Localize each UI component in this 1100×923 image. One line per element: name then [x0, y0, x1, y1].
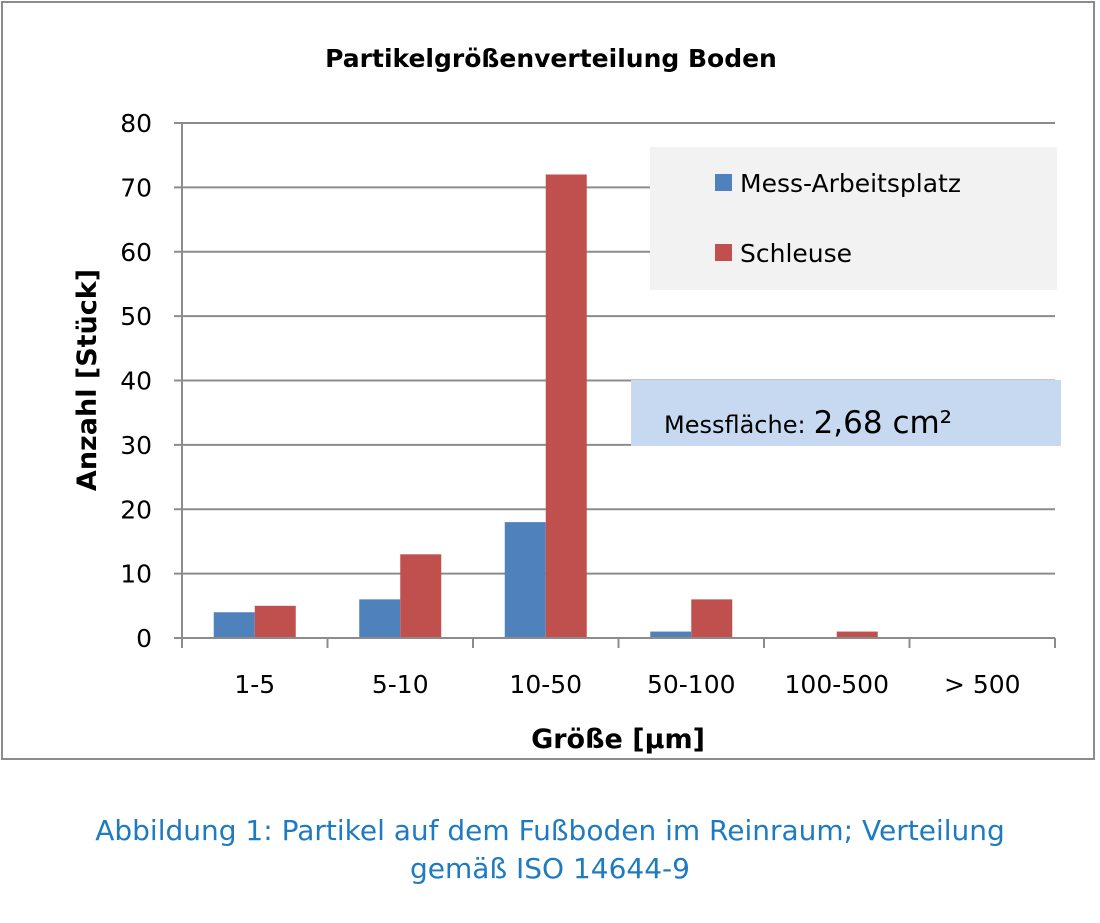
caption-line-1: Abbildung 1: Partikel auf dem Fußboden i… [95, 814, 1005, 847]
x-tick-label: 10-50 [509, 670, 582, 699]
y-tick-label: 40 [120, 367, 152, 396]
caption-line-2: gemäß ISO 14644-9 [410, 852, 690, 885]
bar-schleuse-2 [545, 174, 587, 638]
annotation-value: 2,68 cm² [814, 405, 953, 441]
bar-mess-arbeitsplatz-1 [359, 599, 401, 638]
x-tick-label: 50-100 [647, 670, 736, 699]
x-tick-labels: 1-5 5-10 10-50 50-100 100-500 > 500 [234, 670, 1020, 699]
bar-schleuse-4 [836, 631, 878, 638]
bar-schleuse-0 [254, 605, 296, 638]
chart-title: Partikelgrößenverteilung Boden [325, 44, 777, 73]
y-tick-label: 70 [120, 173, 152, 202]
y-tick-label: 50 [120, 302, 152, 331]
y-tick-label: 10 [120, 560, 152, 589]
axes [181, 123, 1056, 648]
x-tick-label: 100-500 [785, 670, 889, 699]
bar-schleuse-1 [400, 554, 442, 638]
bar-mess-arbeitsplatz-0 [213, 612, 255, 638]
y-axis-title: Anzahl [Stück] [72, 269, 103, 491]
y-tick-labels: 0 10 20 30 40 50 60 70 80 [120, 109, 152, 653]
legend: Mess-Arbeitsplatz Schleuse [650, 147, 1057, 290]
legend-swatch-schleuse [715, 244, 732, 261]
legend-label-mess-arbeitsplatz: Mess-Arbeitsplatz [740, 169, 961, 198]
bar-mess-arbeitsplatz-3 [650, 631, 692, 638]
figure-caption: Abbildung 1: Partikel auf dem Fußboden i… [0, 812, 1100, 888]
measurement-area-annotation: Messfläche: 2,68 cm² [631, 380, 1061, 446]
legend-swatch-mess-arbeitsplatz [715, 174, 732, 191]
bar-schleuse-3 [691, 599, 733, 638]
x-tick-label: 1-5 [234, 670, 275, 699]
bars [213, 174, 878, 638]
x-tick-label: > 500 [944, 670, 1021, 699]
y-tick-label: 60 [120, 238, 152, 267]
x-axis-title: Größe [µm] [531, 724, 705, 755]
y-tick-label: 80 [120, 109, 152, 138]
x-tick-label: 5-10 [372, 670, 429, 699]
y-tick-label: 30 [120, 431, 152, 460]
bar-mess-arbeitsplatz-2 [504, 522, 546, 638]
particle-size-chart: Partikelgrößenverteilung Boden 0 10 20 30 40… [72, 44, 1061, 755]
annotation-text: Messfläche: 2,68 cm² [664, 405, 952, 441]
y-tick-label: 0 [136, 624, 152, 653]
y-tick-label: 20 [120, 495, 152, 524]
legend-label-schleuse: Schleuse [740, 239, 852, 268]
annotation-label: Messfläche: [664, 411, 806, 439]
legend-background [650, 147, 1057, 290]
annotation-background [631, 380, 1061, 446]
